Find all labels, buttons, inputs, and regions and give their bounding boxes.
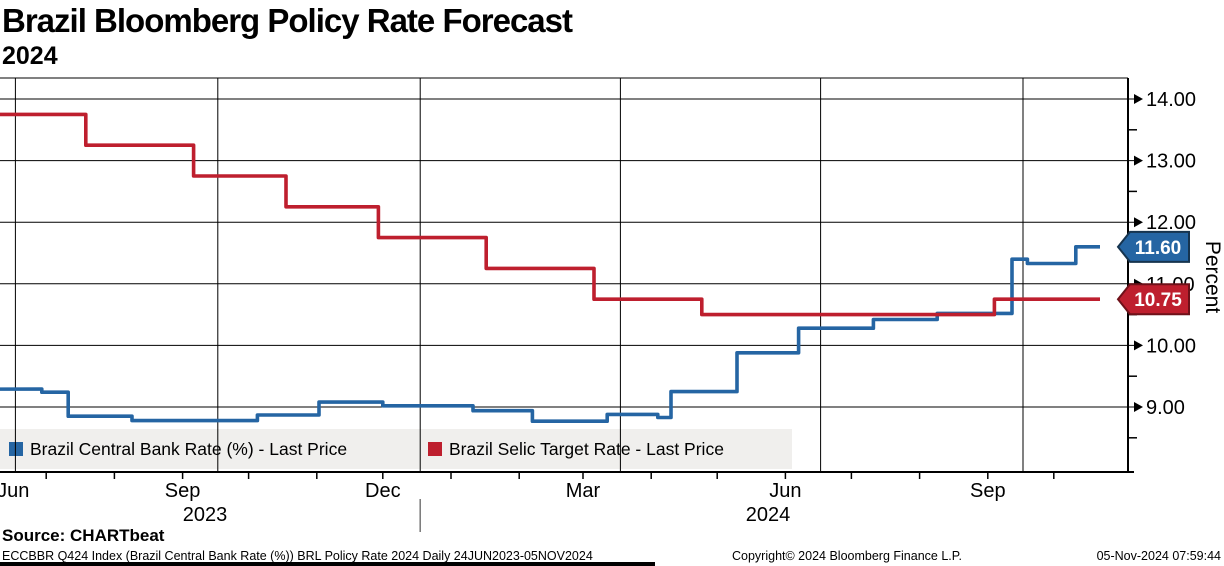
x-tick-label: Sep — [970, 480, 1006, 502]
bottom-edge-bar — [0, 562, 655, 566]
last-price-badge-selic — [1116, 283, 1190, 316]
page-subtitle: 2024 — [2, 42, 58, 70]
x-tick-label: Dec — [365, 480, 401, 502]
y-tick-label: 12.00 — [1146, 212, 1196, 234]
year-label: 2024 — [746, 504, 791, 526]
series-line-central-bank-rate — [0, 245, 1100, 423]
x-tick-label: Sep — [165, 480, 201, 502]
footer-timestamp: 05-Nov-2024 07:59:44 — [1096, 549, 1221, 563]
y-tick-label: 13.00 — [1146, 151, 1196, 173]
last-price-badge-central-bank — [1116, 230, 1190, 263]
legend: Brazil Central Bank Rate (%) - Last Pric… — [0, 429, 792, 469]
y-tick-arrow-icon — [1134, 340, 1143, 351]
x-tick-label: Jun — [769, 480, 801, 502]
y-tick-label: 9.00 — [1146, 397, 1185, 419]
x-tick-label: Jun — [0, 480, 29, 502]
y-tick-arrow-icon — [1134, 155, 1143, 166]
legend-item-central-bank-rate: Brazil Central Bank Rate (%) - Last Pric… — [9, 429, 347, 469]
legend-item-selic-target-rate: Brazil Selic Target Rate - Last Price — [428, 429, 724, 469]
source-label: Source: CHARTbeat — [2, 526, 165, 545]
legend-label-central-bank-rate: Brazil Central Bank Rate (%) - Last Pric… — [30, 438, 348, 459]
legend-swatch-blue — [9, 442, 23, 456]
legend-label-selic-target-rate: Brazil Selic Target Rate - Last Price — [449, 438, 724, 459]
year-label: 2023 — [183, 504, 228, 526]
page-title: Brazil Bloomberg Policy Rate Forecast — [2, 2, 573, 39]
y-tick-label: 14.00 — [1146, 89, 1196, 111]
x-tick-label: Mar — [566, 480, 601, 502]
y-tick-arrow-icon — [1134, 402, 1143, 412]
y-axis-title: Percent — [1201, 241, 1224, 314]
y-tick-arrow-icon — [1134, 94, 1143, 104]
y-tick-arrow-icon — [1134, 217, 1143, 228]
footer-copyright: Copyright© 2024 Bloomberg Finance L.P. — [732, 549, 962, 563]
footer-index-info: ECCBBR Q424 Index (Brazil Central Bank R… — [2, 549, 593, 563]
legend-swatch-red — [428, 442, 442, 456]
y-tick-label: 10.00 — [1146, 335, 1196, 357]
last-price-badge-value: 11.60 — [1135, 238, 1182, 259]
series-line-selic-target-rate — [0, 112, 1100, 317]
last-price-badge-value: 10.75 — [1134, 290, 1182, 311]
